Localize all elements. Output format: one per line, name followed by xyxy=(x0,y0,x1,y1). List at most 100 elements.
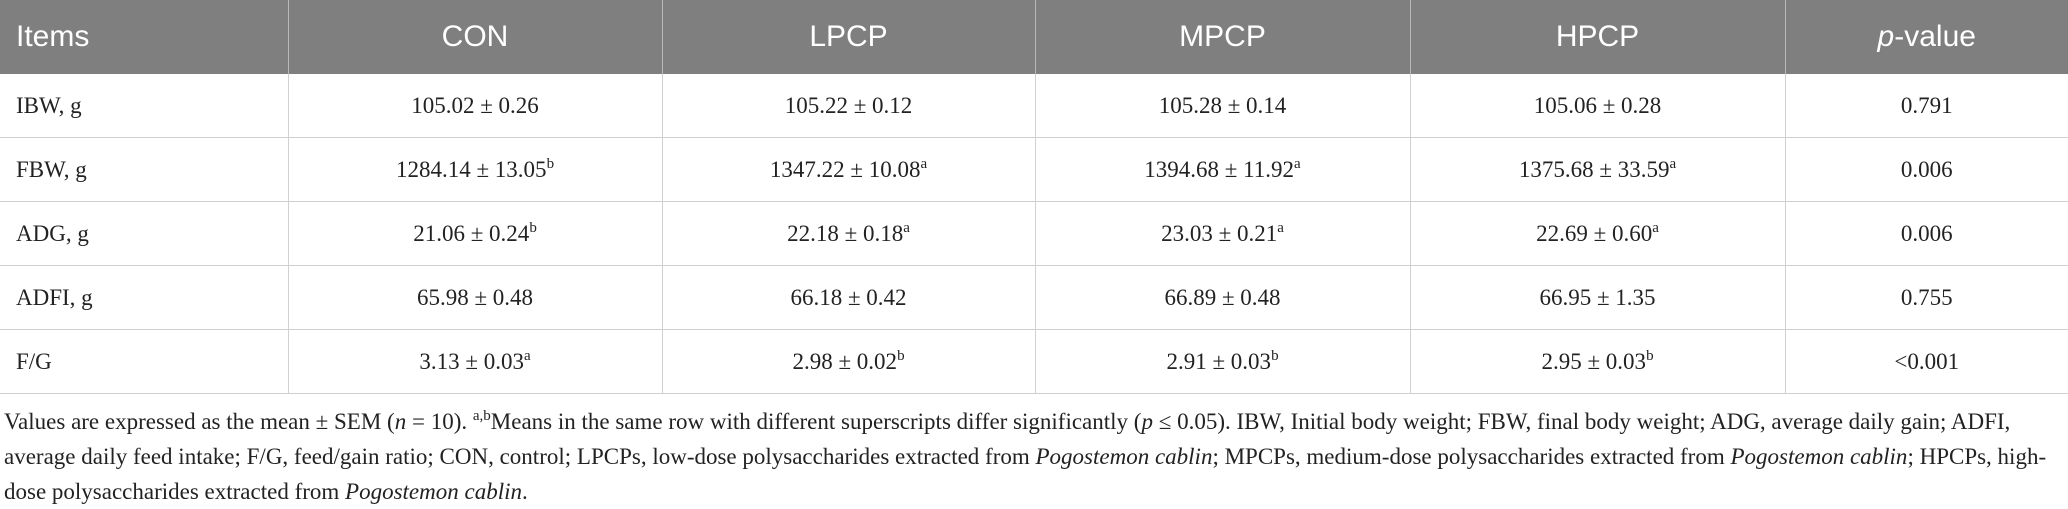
cell: 22.18 ± 0.18a xyxy=(661,201,1035,266)
row-label: ADFI, g xyxy=(0,265,288,330)
text: -value xyxy=(1894,20,1976,53)
italic-text: Pogostemon cablin xyxy=(345,479,522,504)
cell: 3.13 ± 0.03a xyxy=(287,329,662,394)
data-table: Items CON LPCP MPCP HPCP p-value IBW, g 105.02… xyxy=(0,0,2068,394)
text: 2.91 ± 0.03 xyxy=(1166,348,1272,374)
text: Means in the same row with different sup… xyxy=(490,409,1142,434)
table-row: IBW, g 105.02 ± 0.26 105.22 ± 0.12 105.28 ±… xyxy=(0,74,2068,138)
superscript: b xyxy=(1271,347,1279,364)
superscript: a xyxy=(1669,155,1677,172)
text: MPCP xyxy=(1179,20,1266,53)
header-cell: CON xyxy=(287,0,662,74)
cell: 105.28 ± 0.14 xyxy=(1034,74,1410,138)
text: 23.03 ± 0.21 xyxy=(1161,220,1278,246)
text: 66.89 ± 0.48 xyxy=(1164,284,1281,310)
text: IBW, g xyxy=(16,92,82,118)
header-cell: MPCP xyxy=(1034,0,1410,74)
superscript: a xyxy=(1277,219,1284,236)
cell: 65.98 ± 0.48 xyxy=(287,265,662,330)
italic-text: n xyxy=(394,409,407,434)
text: 105.06 ± 0.28 xyxy=(1533,92,1662,118)
superscript: a xyxy=(523,347,531,364)
text: 65.98 ± 0.48 xyxy=(416,284,534,310)
text: 1347.22 ± 10.08 xyxy=(769,156,921,182)
text: ≤ 0.05). IBW, Initial body weight; FBW, … xyxy=(4,409,2011,469)
text: HPCP xyxy=(1555,20,1640,53)
superscript: b xyxy=(897,347,905,364)
table-body: IBW, g 105.02 ± 0.26 105.22 ± 0.12 105.28 ±… xyxy=(0,74,2068,394)
cell: 1284.14 ± 13.05b xyxy=(287,137,662,202)
text: 21.06 ± 0.24 xyxy=(413,220,530,246)
text: 0.755 xyxy=(1900,284,1953,310)
superscript: a,b xyxy=(472,408,491,424)
text: 66.18 ± 0.42 xyxy=(790,284,907,310)
italic-text: Pogostemon cablin xyxy=(1035,444,1213,469)
cell: 1394.68 ± 11.92a xyxy=(1034,137,1410,202)
cell: 1375.68 ± 33.59a xyxy=(1409,137,1785,202)
text: ; HPCPs, high-dose polysaccharides extra… xyxy=(4,444,2047,504)
italic-text: Pogostemon cablin xyxy=(1730,444,1908,469)
text: Values are expressed as the mean ± SEM ( xyxy=(4,409,395,434)
text: 1284.14 ± 13.05 xyxy=(395,156,547,182)
text: Items xyxy=(16,20,90,53)
text: 3.13 ± 0.03 xyxy=(419,348,524,374)
superscript: a xyxy=(1652,219,1659,236)
cell: 66.89 ± 0.48 xyxy=(1034,265,1410,330)
cell: 0.006 xyxy=(1784,137,2068,202)
table-row: F/G 3.13 ± 0.03a 2.98 ± 0.02b 2.91 ± 0.03b 2… xyxy=(0,329,2068,394)
table-row: ADG, g 21.06 ± 0.24b 22.18 ± 0.18a 23.03 ± … xyxy=(0,201,2068,266)
text: 22.69 ± 0.60 xyxy=(1536,220,1653,246)
header-cell: Items xyxy=(0,0,288,74)
text: F/G xyxy=(16,348,52,374)
cell: 66.95 ± 1.35 xyxy=(1409,265,1785,330)
text: . xyxy=(521,479,528,504)
text: CON xyxy=(441,20,509,53)
table-row: FBW, g 1284.14 ± 13.05b 1347.22 ± 10.08a 13… xyxy=(0,137,2068,202)
superscript: a xyxy=(1294,155,1301,172)
cell: 2.95 ± 0.03b xyxy=(1409,329,1785,394)
superscript: a xyxy=(903,219,910,236)
text: = 10). xyxy=(406,409,473,434)
text: LPCP xyxy=(809,20,888,53)
cell: 105.06 ± 0.28 xyxy=(1409,74,1785,138)
text: ADG, g xyxy=(16,220,89,246)
table-row: ADFI, g 65.98 ± 0.48 66.18 ± 0.42 66.89 ± 0… xyxy=(0,265,2068,330)
row-label: F/G xyxy=(0,329,288,394)
footnote: Values are expressed as the mean ± SEM (… xyxy=(4,404,2060,509)
table-header: Items CON LPCP MPCP HPCP p-value xyxy=(0,0,2068,74)
cell: 2.91 ± 0.03b xyxy=(1034,329,1410,394)
italic-text: p xyxy=(1877,20,1895,53)
header-cell: LPCP xyxy=(661,0,1035,74)
cell: 0.006 xyxy=(1784,201,2068,266)
text: 105.02 ± 0.26 xyxy=(411,92,539,118)
cell: 2.98 ± 0.02b xyxy=(661,329,1035,394)
text: ; MPCPs, medium-dose polysaccharides ext… xyxy=(1212,444,1731,469)
text: 66.95 ± 1.35 xyxy=(1539,284,1656,310)
cell: 0.791 xyxy=(1784,74,2068,138)
cell: 23.03 ± 0.21a xyxy=(1034,201,1410,266)
text: 105.28 ± 0.14 xyxy=(1158,92,1287,118)
text: 0.006 xyxy=(1900,156,1953,182)
superscript: a xyxy=(920,155,928,172)
text: 1375.68 ± 33.59 xyxy=(1518,156,1670,182)
text: 2.98 ± 0.02 xyxy=(792,348,898,374)
row-label: ADG, g xyxy=(0,201,288,266)
text: FBW, g xyxy=(16,156,87,182)
header-cell: HPCP xyxy=(1409,0,1785,74)
superscript: b xyxy=(529,219,537,236)
row-label: FBW, g xyxy=(0,137,288,202)
cell: 21.06 ± 0.24b xyxy=(287,201,662,266)
text: 2.95 ± 0.03 xyxy=(1541,348,1647,374)
header-row: Items CON LPCP MPCP HPCP p-value xyxy=(0,0,2068,74)
cell: 22.69 ± 0.60a xyxy=(1409,201,1785,266)
header-cell: p-value xyxy=(1784,0,2068,74)
cell: 66.18 ± 0.42 xyxy=(661,265,1035,330)
text: ADFI, g xyxy=(16,284,93,310)
text: 105.22 ± 0.12 xyxy=(784,92,913,118)
cell: 0.755 xyxy=(1784,265,2068,330)
text: <0.001 xyxy=(1894,348,1960,374)
text: 0.791 xyxy=(1900,92,1953,118)
cell: 105.02 ± 0.26 xyxy=(287,74,662,138)
italic-text: p xyxy=(1141,409,1153,434)
